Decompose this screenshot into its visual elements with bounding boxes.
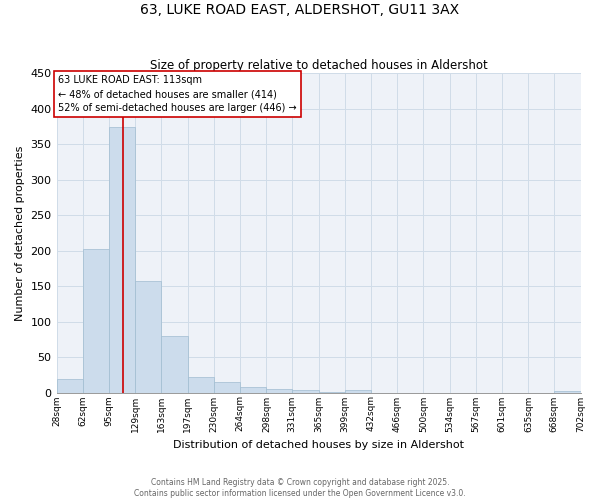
Bar [161,336,188,392]
Bar [83,249,109,392]
Title: Size of property relative to detached houses in Aldershot: Size of property relative to detached ho… [149,59,487,72]
Bar [56,379,83,392]
Text: Contains HM Land Registry data © Crown copyright and database right 2025.
Contai: Contains HM Land Registry data © Crown c… [134,478,466,498]
Bar [240,387,266,392]
Bar [292,390,319,392]
Bar [109,127,135,392]
Bar [554,391,581,392]
Bar [188,377,214,392]
Text: 63, LUKE ROAD EAST, ALDERSHOT, GU11 3AX: 63, LUKE ROAD EAST, ALDERSHOT, GU11 3AX [140,2,460,16]
X-axis label: Distribution of detached houses by size in Aldershot: Distribution of detached houses by size … [173,440,464,450]
Bar [345,390,371,392]
Bar [266,389,292,392]
Text: 63 LUKE ROAD EAST: 113sqm
← 48% of detached houses are smaller (414)
52% of semi: 63 LUKE ROAD EAST: 113sqm ← 48% of detac… [58,76,297,114]
Bar [214,382,240,392]
Y-axis label: Number of detached properties: Number of detached properties [15,145,25,320]
Bar [135,281,161,392]
